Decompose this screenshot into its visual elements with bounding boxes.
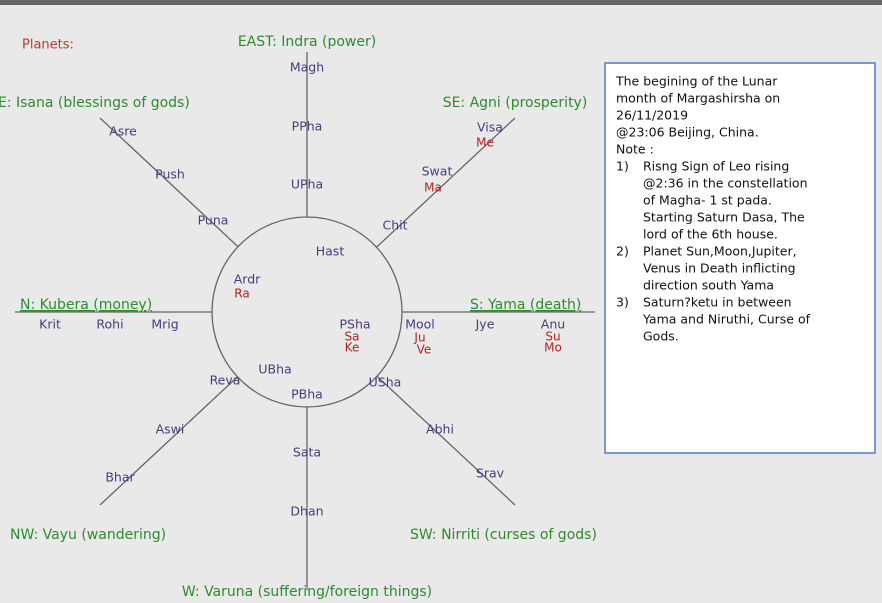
nakshatra-label: USha	[369, 375, 402, 390]
note-item-line: Starting Saturn Dasa, The	[643, 210, 805, 225]
nakshatra-label: Jye	[475, 317, 495, 332]
note-line: month of Margashirsha on	[616, 91, 780, 106]
direction-label: S: Yama (death)	[470, 297, 581, 313]
nakshatra-label: Rohi	[96, 317, 123, 332]
note-line: Note :	[616, 142, 654, 157]
direction-label: W: Varuna (suffering/foreign things)	[182, 584, 432, 600]
direction-label: SE: Agni (prosperity)	[443, 95, 588, 111]
note-line: The begining of the Lunar	[615, 74, 778, 89]
planets-heading: Planets:	[22, 38, 74, 53]
nakshatra-label: Abhi	[426, 422, 454, 437]
nakshatra-label: Reva	[210, 373, 241, 388]
nakshatra-label: Swat	[422, 164, 453, 179]
planet-label: Ra	[234, 287, 249, 301]
note-box	[604, 62, 876, 454]
planet-label: Ke	[345, 341, 360, 355]
nakshatra-label: Dhan	[290, 504, 323, 519]
note-item-line: Gods.	[643, 329, 679, 344]
nakshatra-label: Srav	[476, 466, 505, 481]
nakshatra-label: Magh	[290, 60, 324, 75]
nakshatra-label: Krit	[39, 317, 61, 332]
note-item-line: Planet Sun,Moon,Jupiter,	[643, 244, 797, 259]
direction-label: EAST: Indra (power)	[238, 34, 376, 50]
note-item-line: Venus in Death inflicting	[643, 261, 796, 276]
nakshatra-label: UBha	[258, 362, 291, 377]
planet-label: Ve	[417, 343, 432, 357]
nakshatra-label: Sata	[293, 445, 321, 460]
direction-label: E: Isana (blessings of gods)	[0, 95, 190, 111]
note-item-line: Saturn?ketu in between	[643, 295, 792, 310]
top-bar	[0, 0, 882, 5]
note-line: @23:06 Beijing, China.	[616, 125, 759, 140]
nakshatra-label: Mrig	[151, 317, 178, 332]
nakshatra-label: Chit	[382, 218, 407, 233]
note-item-number: 3)	[616, 295, 629, 310]
nakshatra-label: Anu	[541, 317, 565, 332]
note-item-line: lord of the 6th house.	[643, 227, 778, 242]
nakshatra-label: PSha	[339, 317, 370, 332]
note-item-number: 2)	[616, 244, 629, 259]
nakshatra-label: Bhar	[105, 470, 135, 485]
note-item-line: direction south Yama	[643, 278, 774, 293]
direction-label: SW: Nirriti (curses of gods)	[410, 527, 597, 543]
direction-label: NW: Vayu (wandering)	[10, 527, 166, 543]
nakshatra-label: Push	[155, 167, 185, 182]
nakshatra-label: PBha	[291, 387, 323, 402]
note-item-number: 1)	[616, 159, 629, 174]
note-item-line: of Magha- 1 st pada.	[643, 193, 772, 208]
note-line: 26/11/2019	[616, 108, 688, 123]
nakshatra-label: Ardr	[234, 272, 261, 287]
planet-label: Ma	[424, 181, 442, 195]
note-item-line: Yama and Niruthi, Curse of	[642, 312, 811, 327]
planet-label: Ju	[413, 331, 425, 345]
nakshatra-label: Hast	[316, 244, 345, 259]
nakshatra-label: Puna	[198, 213, 229, 228]
note-item-line: @2:36 in the constellation	[643, 176, 808, 191]
planet-label: Sa	[345, 330, 360, 344]
note-item-line: Risng Sign of Leo rising	[643, 159, 789, 174]
planet-label: Me	[476, 136, 494, 150]
wheel	[15, 52, 595, 590]
center-circle	[211, 216, 403, 408]
nakshatra-label: PPha	[292, 119, 323, 134]
direction-label: N: Kubera (money)	[20, 297, 152, 313]
nakshatra-label: Mool	[405, 317, 435, 332]
nakshatra-label: Aswi	[156, 422, 185, 437]
planet-label: Su	[545, 330, 560, 344]
nakshatra-label: UPha	[291, 177, 323, 192]
nakshatra-label: Asre	[109, 124, 137, 139]
planet-label: Mo	[544, 341, 562, 355]
nakshatra-label: Visa	[477, 120, 503, 135]
